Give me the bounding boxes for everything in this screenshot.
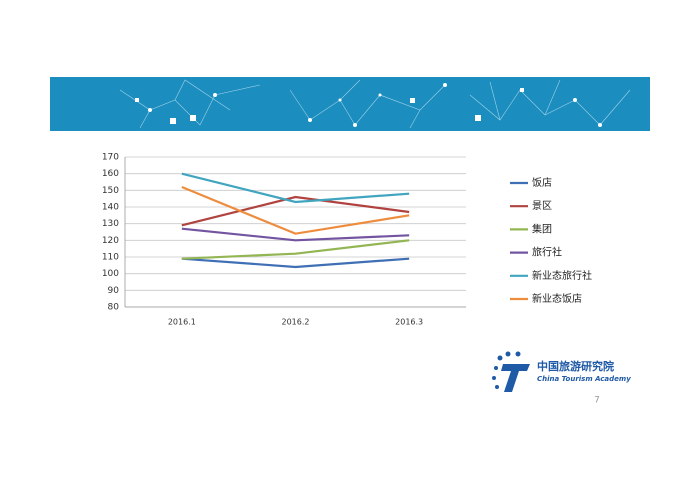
logo-name: 中国旅游研究院 (537, 359, 614, 373)
y-tick-label: 90 (108, 286, 120, 296)
x-tick-label: 2016.1 (168, 318, 196, 327)
y-tick-label: 130 (102, 219, 119, 229)
legend-label: 饭店 (532, 176, 552, 189)
legend-label: 新业态饭店 (532, 292, 582, 305)
y-tick-label: 100 (102, 269, 119, 279)
legend-label: 旅行社 (532, 246, 562, 259)
x-tick-label: 2016.2 (282, 318, 310, 327)
logo: 中国旅游研究院 China Tourism Academy (492, 351, 631, 392)
page-number: 7 (594, 396, 600, 406)
legend-label: 集团 (532, 222, 552, 235)
y-tick-label: 120 (102, 236, 119, 246)
y-tick-label: 110 (102, 253, 119, 263)
series-line (181, 195, 410, 227)
series-line (181, 185, 410, 235)
banner (50, 77, 650, 131)
x-tick-label: 2016.3 (395, 318, 423, 327)
y-tick-label: 150 (102, 186, 119, 196)
y-tick-label: 80 (108, 303, 120, 313)
y-tick-label: 160 (102, 169, 119, 179)
series-line (181, 227, 410, 242)
legend-label: 景区 (532, 200, 552, 212)
series-line (181, 257, 410, 269)
series-line (181, 172, 410, 204)
y-tick-label: 170 (102, 153, 119, 163)
series-line (181, 239, 410, 260)
logo-subtitle: China Tourism Academy (537, 375, 631, 383)
y-tick-label: 140 (102, 203, 119, 213)
legend-label: 新业态旅行社 (532, 269, 592, 282)
